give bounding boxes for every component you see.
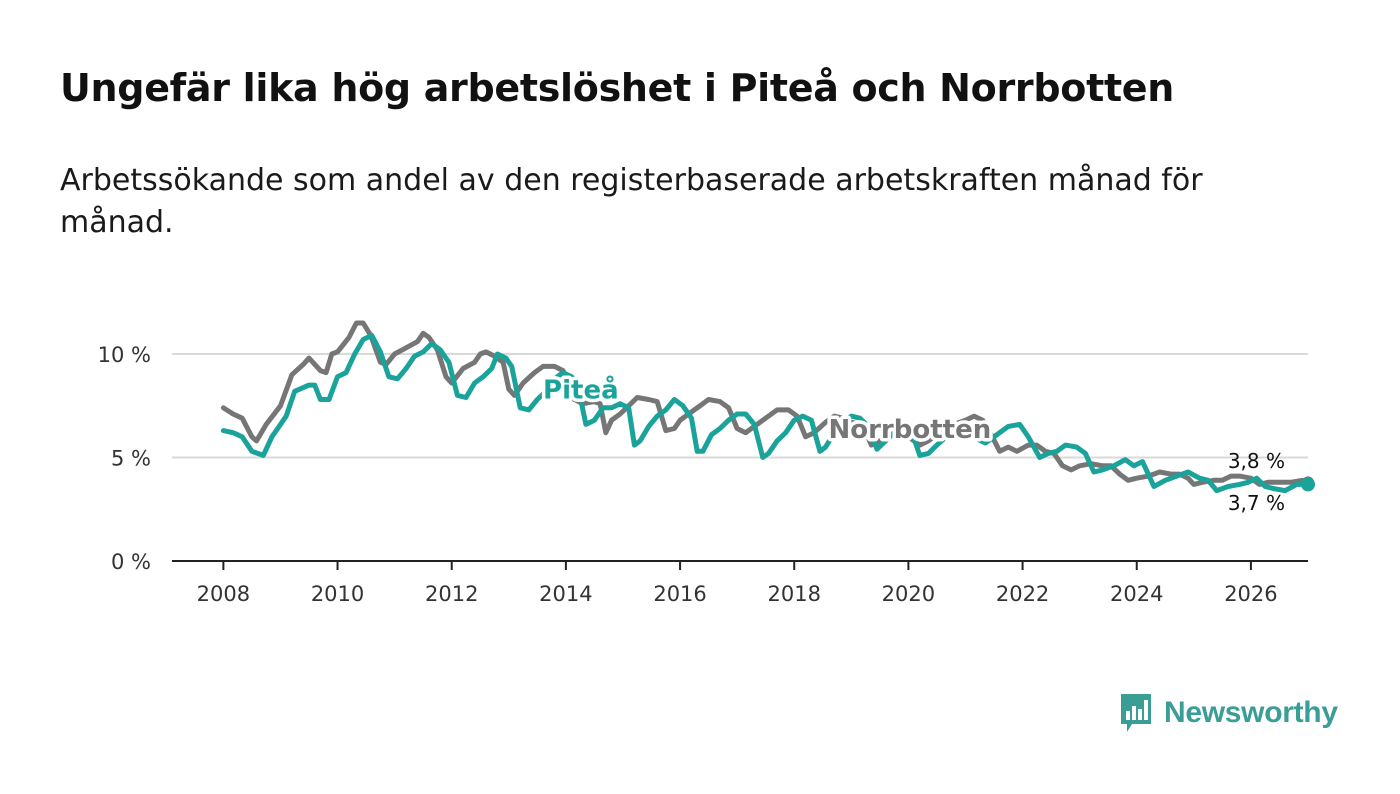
y-tick-label: 5 %: [111, 447, 151, 471]
brand-logo[interactable]: Newsworthy: [1118, 690, 1338, 736]
brand-name: Newsworthy: [1164, 696, 1338, 729]
y-tick-label: 10 %: [98, 343, 151, 367]
x-tick-label: 2016: [653, 582, 706, 606]
gridlines: [172, 353, 1308, 459]
x-tick-label: 2014: [539, 582, 592, 606]
series-labels: Piteå Norrbotten 3,8 % 3,7 %: [540, 370, 1315, 515]
x-tick-label: 2010: [311, 582, 364, 606]
series-line-norrbotten: [220, 320, 1311, 487]
x-tick-label: 2024: [1110, 582, 1163, 606]
chart-subtitle: Arbetssökande som andel av den registerb…: [60, 163, 1203, 240]
series-label-pitea: Piteå: [543, 374, 619, 406]
series-lines: [220, 320, 1311, 494]
chart-title: Ungefär lika hög arbetslöshet i Piteå oc…: [60, 66, 1175, 110]
bar-chart-speech-bubble-icon: [1121, 694, 1151, 732]
x-tick-label: 2022: [996, 582, 1049, 606]
x-tick-label: 2026: [1224, 582, 1277, 606]
x-tick-label: 2008: [197, 582, 250, 606]
x-tick-label: 2012: [425, 582, 478, 606]
series-line-pitea: [220, 332, 1311, 494]
end-value-norrbotten: 3,8 %: [1228, 449, 1285, 473]
x-tick-label: 2020: [882, 582, 935, 606]
end-marker-pitea: [1301, 477, 1315, 492]
y-tick-label: 0 %: [111, 550, 151, 574]
end-value-pitea: 3,7 %: [1228, 491, 1285, 515]
series-label-norrbotten: Norrbotten: [828, 415, 991, 445]
x-tick-label: 2018: [768, 582, 821, 606]
axes: 0 % 5 % 10 % 2008 2010 2012 2014 2016 2018 2020 20…: [98, 343, 1308, 606]
